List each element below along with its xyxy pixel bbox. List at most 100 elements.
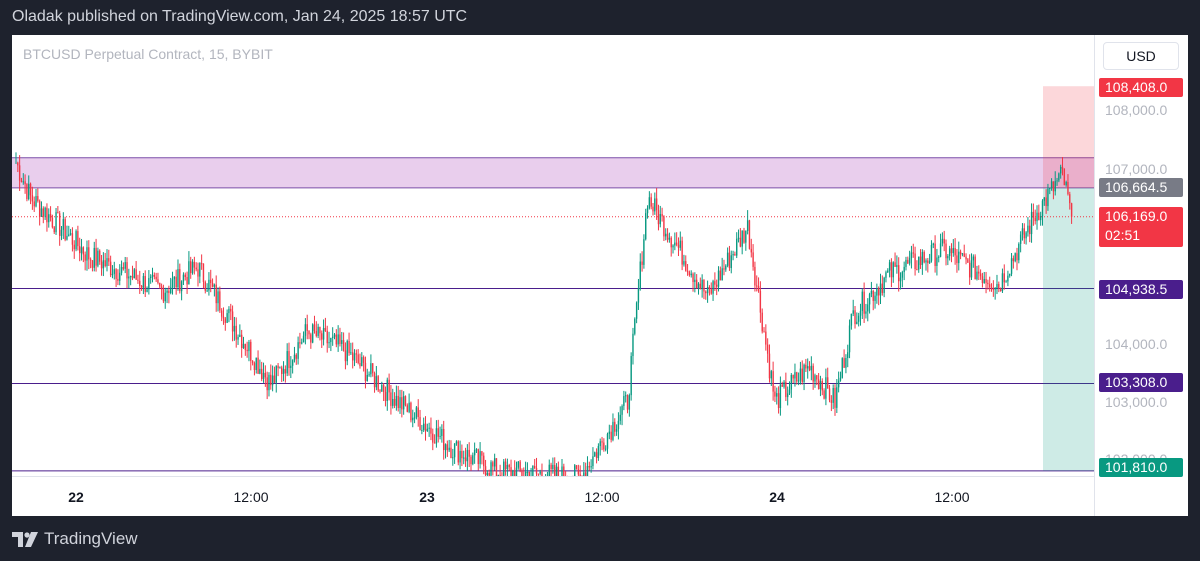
candle-body — [477, 449, 479, 465]
candle-body — [239, 334, 241, 337]
candle-body — [872, 290, 874, 301]
candle-body — [66, 235, 68, 240]
candle-body — [493, 458, 496, 467]
candle-body — [563, 466, 565, 480]
candle-body — [233, 325, 236, 332]
candle-body — [148, 278, 150, 290]
candle-body — [686, 270, 689, 273]
candle-body — [53, 227, 55, 233]
candle-body — [15, 162, 17, 164]
candle-body — [508, 465, 510, 468]
candle-body — [665, 233, 667, 237]
candle-body — [69, 233, 72, 235]
candle-body — [859, 310, 862, 316]
candle-body — [668, 237, 671, 240]
candle-body — [382, 385, 385, 393]
candle-body — [397, 395, 399, 409]
candle-body — [625, 395, 627, 397]
candle-body — [666, 233, 669, 240]
candle-body — [626, 395, 629, 410]
candle-body — [133, 269, 135, 279]
candle-body — [288, 351, 290, 368]
candle-body — [934, 243, 936, 267]
candle-body — [1070, 203, 1073, 217]
candle-body — [439, 435, 441, 437]
candle-body — [348, 340, 350, 353]
candle-body — [481, 451, 483, 456]
candle-body — [40, 208, 43, 217]
candle-body — [321, 333, 323, 340]
candle-body — [275, 365, 277, 383]
symbol-title: BTCUSD Perpetual Contract, 15, BYBIT — [23, 46, 273, 62]
candle-body — [73, 244, 75, 250]
candle-body — [452, 457, 454, 459]
candle-body — [468, 449, 470, 457]
candle-body — [601, 441, 603, 443]
candle-body — [324, 327, 327, 331]
candle-body — [837, 380, 840, 388]
chart-frame[interactable]: BTCUSD Perpetual Contract, 15, BYBIT 22 … — [12, 35, 1188, 516]
candle-body — [723, 268, 725, 270]
candle-body — [93, 247, 95, 268]
candle-body — [128, 276, 130, 279]
candle-body — [910, 252, 913, 259]
time-axis[interactable]: 22 12:00 23 12:00 24 12:00 — [12, 476, 1094, 516]
candle-body — [914, 253, 916, 269]
candlestick-chart[interactable] — [12, 35, 1094, 516]
candle-body — [164, 292, 166, 302]
candle-body — [898, 265, 900, 282]
candle-body — [956, 255, 958, 264]
candle-body — [297, 342, 299, 359]
currency-button[interactable]: USD — [1103, 42, 1179, 70]
candle-body — [251, 360, 254, 364]
candle-body — [796, 372, 798, 382]
candle-body — [1063, 168, 1066, 186]
candle-body — [526, 471, 529, 473]
candle-body — [208, 279, 210, 291]
candle-body — [459, 450, 461, 463]
candle-body — [399, 397, 401, 409]
candle-body — [1034, 217, 1036, 222]
candle-body — [903, 266, 905, 273]
candle-body — [404, 396, 407, 406]
candle-body — [175, 276, 177, 288]
plot-area[interactable]: BTCUSD Perpetual Contract, 15, BYBIT 22 … — [12, 35, 1094, 516]
candle-body — [246, 349, 248, 352]
candle-body — [88, 247, 90, 260]
candle-body — [683, 261, 685, 265]
candle-body — [115, 269, 117, 279]
candle-body — [885, 272, 887, 278]
candle-body — [746, 220, 749, 231]
candle-body — [392, 398, 394, 406]
candle-body — [510, 467, 512, 478]
candle-body — [639, 261, 641, 289]
candle-body — [170, 287, 172, 294]
candle-body — [328, 342, 330, 344]
candle-body — [695, 279, 698, 289]
candle-body — [495, 458, 498, 477]
supply-zone — [12, 157, 1094, 188]
candle-body — [592, 456, 594, 467]
candle-body — [856, 321, 858, 325]
candle-body — [443, 429, 445, 451]
candle-body — [807, 366, 809, 369]
candle-body — [413, 417, 416, 419]
candle-body — [987, 282, 989, 285]
candle-body — [159, 282, 161, 287]
price-axis[interactable]: USD 108,000.0 107,000.0 104,000.0 103,00… — [1094, 35, 1189, 516]
price-tick-label: 107,000.0 — [1105, 161, 1168, 177]
candle-body — [270, 374, 272, 386]
tradingview-footer[interactable]: TradingView — [12, 529, 138, 549]
candle-body — [337, 334, 339, 345]
candle-body — [182, 274, 185, 282]
candle-body — [868, 294, 871, 305]
candle-body — [774, 391, 776, 397]
candle-body — [186, 277, 188, 285]
candle-body — [854, 310, 856, 325]
candle-body — [672, 245, 674, 248]
candle-body — [532, 465, 534, 477]
candle-body — [410, 402, 412, 421]
candle-body — [82, 247, 85, 255]
candle-body — [466, 449, 469, 462]
candle-body — [663, 216, 665, 237]
